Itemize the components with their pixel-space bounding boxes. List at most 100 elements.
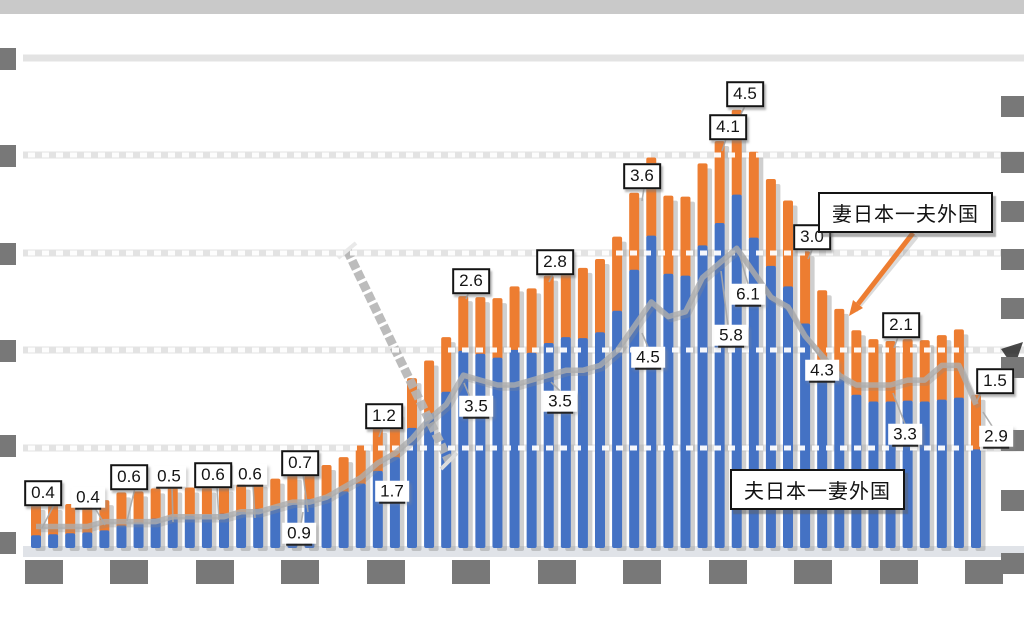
redacted-left-axis-tick	[0, 145, 16, 167]
percentage-label-1990: 3.5	[459, 395, 493, 419]
bar-husband-japanese-2006	[731, 194, 742, 548]
leader-line	[302, 473, 309, 513]
bar-husband-japanese-1965	[31, 535, 41, 548]
leader-line	[982, 411, 993, 427]
leader-line	[550, 381, 561, 392]
bar-wife-japanese-2011	[817, 290, 828, 363]
total-count-label-1965: 0.4	[24, 480, 62, 506]
redacted-left-axis-tick	[0, 532, 16, 554]
percentage-label-1980: 0.9	[282, 522, 316, 546]
leader-line	[378, 427, 383, 438]
percentage-label-2020: 2.9	[979, 425, 1013, 449]
redacted-right-axis-tick	[1001, 490, 1024, 511]
bar-husband-japanese-1996	[560, 337, 571, 548]
redacted-right-axis-tick	[1001, 553, 1024, 574]
bar-wife-japanese-1965	[31, 505, 41, 538]
leader-line	[641, 187, 645, 202]
percentage-line	[36, 245, 979, 530]
bar-husband-japanese-1983	[338, 491, 349, 548]
bar-husband-japanese-2004	[697, 245, 708, 548]
scale-break-cross-bottom	[439, 451, 459, 471]
bar-husband-japanese-1979	[270, 505, 281, 548]
legend-husband-japanese-wife-foreign: 夫日本一妻外国	[730, 469, 905, 510]
bar-husband-japanese-2010	[800, 323, 811, 548]
bar-wife-japanese-2013	[851, 330, 862, 397]
bar-husband-japanese-1986	[389, 457, 400, 548]
redacted-x-axis-tick	[25, 560, 63, 584]
redacted-x-axis-tick	[538, 560, 576, 584]
redacted-x-axis-tick	[794, 560, 832, 584]
bar-husband-japanese-1967	[65, 533, 76, 548]
total-count-label-1980: 0.7	[281, 450, 319, 476]
bar-wife-japanese-2007	[748, 151, 759, 240]
bar-wife-japanese-2009	[782, 200, 793, 289]
bar-wife-japanese-2002	[663, 195, 674, 276]
bar-husband-japanese-1974	[184, 515, 195, 548]
redacted-x-axis-tick	[623, 560, 661, 584]
bar-husband-japanese-1978	[253, 508, 264, 548]
bar-wife-japanese-1988	[424, 360, 435, 416]
leader-line	[641, 332, 649, 348]
bar-husband-japanese-2020	[970, 449, 981, 548]
bar-husband-japanese-1994	[526, 352, 537, 548]
leader-line	[893, 336, 899, 349]
redacted-left-axis-tick	[0, 243, 16, 265]
bar-husband-japanese-1977	[236, 511, 247, 548]
bar-husband-japanese-2001	[646, 235, 657, 548]
bar-husband-japanese-1970	[116, 525, 127, 548]
legend-arrow-head	[849, 300, 863, 316]
redacted-right-axis-tick	[1001, 249, 1024, 270]
bar-wife-japanese-1979	[270, 478, 281, 508]
legend-wife-japanese-husband-foreign: 妻日本一夫外国	[818, 192, 993, 233]
bar-wife-japanese-1982	[321, 464, 332, 499]
percentage-label-1975: 0.6	[233, 463, 267, 487]
total-count-label-1985: 1.2	[365, 403, 403, 429]
redacted-x-axis-tick	[367, 560, 405, 584]
leader-line	[720, 270, 729, 327]
bar-husband-japanese-1982	[321, 496, 332, 548]
bar-wife-japanese-1994	[526, 288, 537, 355]
bar-husband-japanese-1984	[355, 483, 366, 548]
bar-wife-japanese-1993	[509, 286, 520, 352]
bar-wife-japanese-1998	[594, 259, 605, 335]
redacted-x-axis-tick	[281, 560, 319, 584]
percentage-label-2005: 5.8	[714, 324, 748, 348]
leader-line	[171, 486, 174, 523]
bar-husband-japanese-1998	[594, 332, 605, 548]
redacted-x-axis-tick	[880, 560, 918, 584]
total-count-label-1975: 0.6	[194, 462, 232, 488]
percentage-label-1965: 0.4	[71, 486, 105, 510]
leader-line	[94, 507, 106, 526]
leader-line	[216, 485, 220, 521]
bar-husband-japanese-2000	[629, 269, 640, 548]
redacted-right-axis-tick	[1001, 96, 1024, 117]
bar-husband-japanese-1993	[509, 349, 520, 548]
total-count-label-1995: 2.8	[536, 249, 574, 275]
leader-line	[739, 255, 749, 285]
legend-arrow-line	[856, 231, 915, 306]
bar-husband-japanese-2019	[953, 397, 964, 548]
total-count-label-2015: 2.1	[882, 312, 920, 338]
bar-husband-japanese-2018	[936, 399, 947, 548]
bar-wife-japanese-1990	[458, 296, 469, 353]
leader-line	[807, 249, 813, 260]
percentage-label-1970: 0.5	[152, 465, 186, 489]
bar-husband-japanese-1971	[133, 522, 144, 548]
percentage-label-1995: 3.5	[543, 390, 577, 414]
bar-wife-japanese-2000	[629, 192, 640, 272]
bar-wife-japanese-1996	[560, 267, 571, 340]
redacted-x-axis-tick	[110, 560, 148, 584]
redacted-right-axis-tick	[1001, 298, 1024, 319]
bar-wife-japanese-2005	[714, 140, 725, 225]
leader-line	[252, 484, 256, 519]
bar-husband-japanese-1987	[406, 427, 417, 548]
bar-wife-japanese-1981	[304, 469, 315, 502]
leader-line	[126, 487, 136, 522]
bar-wife-japanese-1974	[184, 487, 195, 518]
total-count-label-2000: 3.6	[623, 163, 661, 189]
leader-line	[300, 511, 304, 525]
bar-wife-japanese-2008	[765, 179, 776, 268]
bar-husband-japanese-1999	[612, 310, 623, 548]
